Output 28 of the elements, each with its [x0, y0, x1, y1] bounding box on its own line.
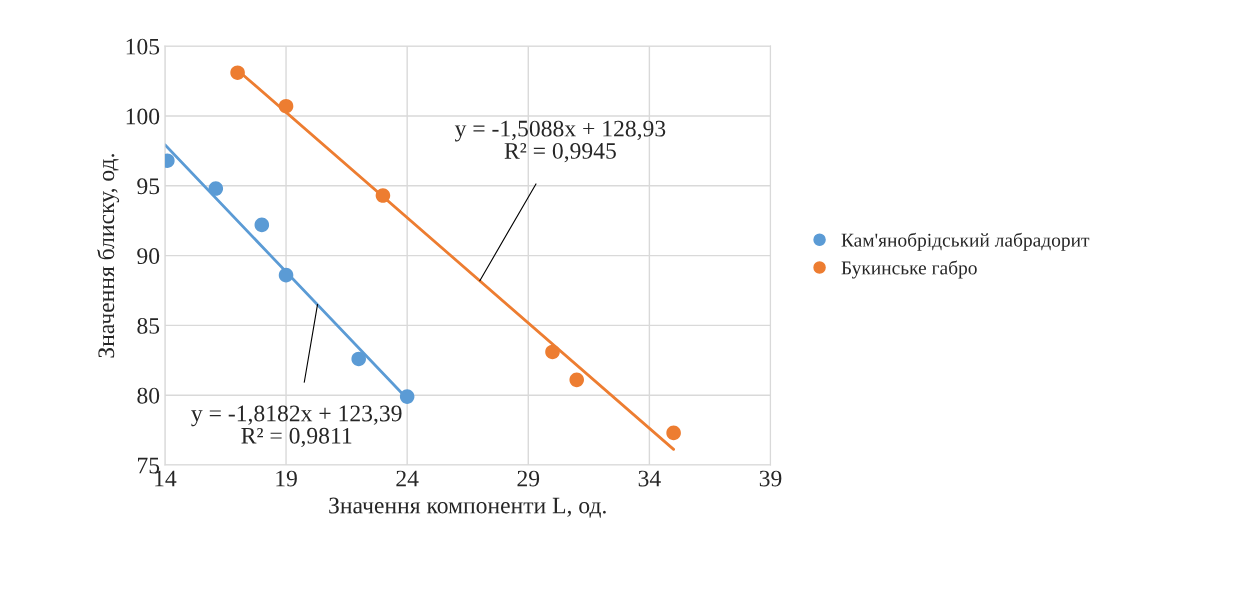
- point: [254, 217, 270, 233]
- y-tick-label: 95: [137, 178, 160, 195]
- legend-label: Кам'янобрідський лабрадорит: [841, 232, 1090, 251]
- point: [351, 351, 366, 367]
- y-axis-title: Значення блиску, од.: [97, 154, 120, 358]
- point: [208, 181, 224, 196]
- point: [278, 267, 294, 283]
- point: [545, 344, 560, 360]
- x-tick-label: 19: [276, 470, 297, 487]
- point: [569, 372, 585, 388]
- point: [399, 389, 415, 404]
- x-tick-label: 24: [396, 470, 419, 487]
- x-tick-label: 29: [517, 470, 540, 487]
- y-tick-label: 80: [137, 387, 160, 404]
- legend-label: Букинське габро: [841, 260, 977, 279]
- annotation: y = -1,8182x + 123,39 R² = 0,9811: [191, 405, 402, 448]
- point: [230, 65, 245, 80]
- annotation: y = -1,5088x + 128,93 R² = 0,9945: [454, 120, 666, 163]
- x-axis-title: Значення компоненти L, од.: [329, 497, 606, 518]
- y-tick-label: 85: [137, 317, 160, 334]
- y-tick-label: 100: [126, 108, 160, 125]
- point: [278, 98, 294, 114]
- point: [375, 188, 391, 203]
- y-tick-label: 105: [126, 38, 160, 55]
- x-tick-label: 39: [759, 470, 782, 487]
- y-tick-label: 90: [137, 248, 160, 265]
- point: [666, 425, 681, 441]
- x-tick-label: 34: [638, 470, 661, 487]
